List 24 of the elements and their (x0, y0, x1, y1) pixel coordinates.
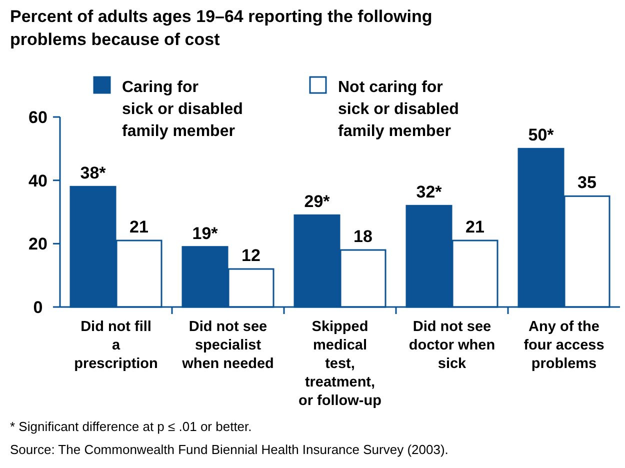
y-tick-label: 20 (28, 234, 48, 254)
x-tick-label: Did not see specialist when needed (181, 319, 274, 372)
y-tick-label: 40 (28, 171, 48, 190)
x-tick-label: Skipped medical test, treatment, or follow-up (298, 319, 382, 409)
y-tick-label: 0 (33, 298, 43, 317)
x-tick-label: Did not fill a prescription (74, 319, 158, 372)
data-label: 38* (80, 164, 106, 183)
data-label: 21 (466, 218, 484, 236)
data-label: 50* (528, 126, 554, 145)
source-note: Source: The Commonwealth Fund Biennial Health Insurance Survey (2003). (10, 442, 448, 457)
legend-label: Not caring for sick or disabled family member (338, 79, 459, 140)
legend-label: Caring for sick or disabled family member (122, 79, 243, 140)
data-label: 19* (192, 224, 218, 243)
chart-title: Percent of adults ages 19–64 reporting the following problems because of cost (10, 7, 432, 49)
data-label: 29* (304, 192, 330, 212)
data-label: 32* (416, 182, 442, 202)
x-tick-label: Did not see doctor when sick (408, 319, 496, 372)
text: * Significant difference at p ≤ .01 or better. (10, 419, 252, 434)
data-label: 12 (242, 246, 260, 265)
y-tick-label: 60 (28, 108, 48, 127)
data-label: 21 (130, 218, 148, 236)
x-tick-label: Any of the four access problems (524, 319, 604, 372)
data-label: 18 (354, 227, 372, 246)
data-label: 35 (578, 173, 596, 192)
